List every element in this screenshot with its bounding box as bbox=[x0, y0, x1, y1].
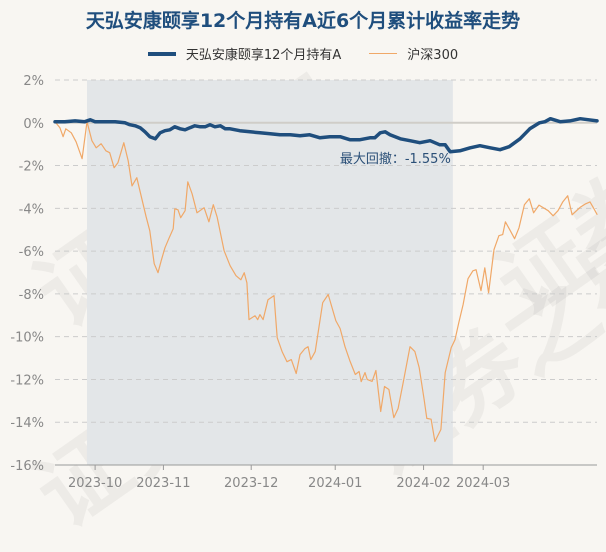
y-tick-label: -14% bbox=[10, 416, 44, 431]
x-tick-label: 2023-11 bbox=[136, 476, 190, 491]
y-tick-label: -4% bbox=[19, 202, 44, 217]
legend-label-fund: 天弘安康颐享12个月持有A bbox=[185, 48, 342, 63]
drawdown-region bbox=[86, 80, 453, 465]
legend-label-index: 沪深300 bbox=[407, 48, 459, 63]
fund-line bbox=[53, 116, 599, 154]
x-tick-label: 2023-10 bbox=[68, 476, 122, 491]
y-tick-label: -10% bbox=[10, 331, 44, 346]
y-tick-label: -12% bbox=[10, 373, 44, 388]
y-tick-label: -2% bbox=[19, 160, 44, 175]
chart-title: 天弘安康颐享12个月持有A近6个月累计收益率走势 bbox=[85, 10, 521, 32]
legend-swatch-fund bbox=[147, 51, 176, 56]
x-tick-label: 2023-12 bbox=[224, 476, 278, 491]
y-tick-label: 2% bbox=[23, 74, 44, 89]
x-tick-label: 2024-03 bbox=[456, 476, 510, 491]
y-tick-label: 0% bbox=[23, 117, 44, 132]
legend-item-index[interactable]: 沪深300 bbox=[369, 44, 458, 63]
max-drawdown-label: 最大回撤：-1.55% bbox=[340, 151, 451, 167]
chart-canvas: 2% 0% -2% -4% -6% -8% -10% -12% -14% -16% 2023-10 2… bbox=[10, 74, 599, 491]
y-tick-label: -16% bbox=[10, 459, 44, 474]
y-tick-label: -8% bbox=[19, 288, 44, 303]
x-tick-label: 2024-01 bbox=[308, 476, 362, 491]
index-line bbox=[54, 121, 598, 443]
legend: 天弘安康颐享12个月持有A 沪深300 bbox=[0, 44, 606, 63]
legend-swatch-index bbox=[369, 53, 398, 54]
legend-item-fund[interactable]: 天弘安康颐享12个月持有A bbox=[147, 44, 342, 63]
y-tick-label: -6% bbox=[19, 245, 44, 260]
x-tick-label: 2024-02 bbox=[396, 476, 450, 491]
